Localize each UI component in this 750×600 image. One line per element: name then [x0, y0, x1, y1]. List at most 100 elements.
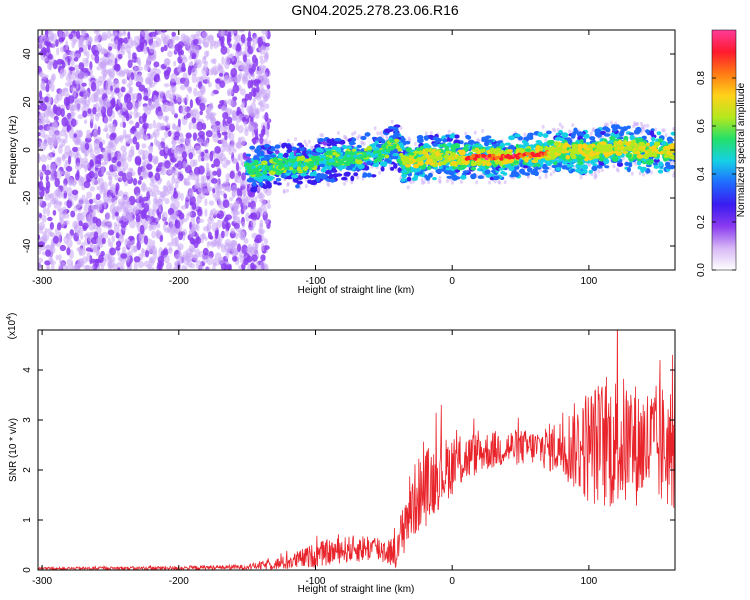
spectrogram-signal-cell [526, 167, 533, 173]
spectrogram-noise-dot [174, 219, 181, 229]
spectrogram-noise-dot [257, 101, 264, 106]
spectrogram-noise-dot [200, 175, 204, 185]
spectrogram-signal-cell [327, 165, 333, 171]
spectrogram-noise-dot [206, 76, 211, 84]
spectrogram-noise-dot [260, 254, 266, 262]
spectrogram-noise-dot [44, 193, 51, 201]
spectrogram-noise-dot [145, 250, 150, 258]
spectrogram-noise-dot [223, 157, 228, 163]
spectrogram-noise-dot [133, 261, 138, 270]
spectrogram-noise-dot [38, 104, 42, 110]
spectrogram-signal-cell [246, 178, 253, 183]
spectrogram-signal-cell [332, 173, 339, 178]
spectrogram-noise-dot [116, 204, 123, 211]
spectrogram-noise-dot [59, 69, 64, 80]
spectrogram-signal-cell [311, 172, 316, 176]
spectrogram-noise-dot [115, 232, 120, 239]
spectrogram-signal-cell [423, 135, 429, 141]
spectrogram-noise-dot [203, 154, 210, 161]
spectrogram-noise-dot [86, 35, 93, 46]
spectrogram-noise-dot [52, 235, 59, 244]
spectrogram-noise-dot [102, 153, 109, 162]
spectrogram-signal-cell [509, 174, 515, 178]
spectrogram-noise-dot [100, 184, 106, 193]
spectrogram-noise-dot [204, 267, 210, 270]
spectrogram-noise-dot [72, 72, 77, 82]
spectrogram-noise-dot [204, 182, 211, 187]
spectrogram-noise-dot [49, 175, 56, 181]
spectrogram-noise-dot [136, 45, 143, 53]
spectrogram-noise-dot [212, 133, 219, 143]
spectrogram-signal-cell [375, 143, 382, 148]
spectrogram-noise-dot [94, 30, 101, 33]
spectrogram-noise-dot [201, 232, 206, 240]
spectrogram-noise-dot [200, 151, 205, 158]
spectrogram-faint-dot [589, 131, 593, 136]
spectrogram-noise-dot [121, 102, 128, 112]
spectrogram-noise-dot [170, 72, 178, 83]
spectrogram-noise-dot [188, 152, 194, 160]
spectrogram-noise-dot [111, 214, 116, 220]
spectrogram-noise-dot [85, 232, 93, 237]
spectrogram-signal-cell [345, 166, 353, 171]
spectrogram-noise-dot [149, 81, 156, 88]
spectrogram-noise-dot [183, 218, 188, 223]
spectrogram-noise-dot [177, 243, 184, 251]
spectrogram-noise-dot [50, 83, 55, 92]
spectrogram-signal-cell [314, 152, 321, 156]
spectrogram-noise-dot [46, 125, 51, 131]
spectrogram-noise-dot [237, 243, 241, 252]
spectrogram-noise-dot [225, 214, 233, 221]
spectrogram-noise-dot [128, 217, 134, 222]
spectrogram-noise-dot [174, 131, 181, 138]
spectrogram-noise-dot [245, 212, 250, 223]
spectrogram-noise-dot [140, 209, 147, 220]
spectrogram-noise-dot [199, 102, 206, 112]
spectrogram-noise-dot [218, 72, 224, 77]
spectrogram-noise-dot [42, 141, 47, 150]
spectrogram-noise-dot [78, 220, 83, 227]
spectrogram-faint-dot [553, 128, 557, 133]
spectrogram-signal-cell [591, 165, 598, 172]
spectrogram-noise-dot [259, 55, 264, 61]
spectrogram-noise-dot [223, 99, 228, 105]
spectrogram-noise-dot [142, 116, 147, 124]
spectrogram-noise-dot [73, 57, 79, 62]
spectrogram-noise-dot [83, 51, 88, 56]
spectrogram-noise-dot [206, 113, 210, 121]
spectrogram-noise-dot [44, 227, 48, 234]
spectrogram-noise-dot [41, 214, 47, 223]
spectrogram-signal-cell [548, 139, 555, 143]
spectrogram-noise-dot [175, 146, 180, 152]
spectrogram-noise-dot [38, 119, 44, 124]
spectrogram-noise-dot [43, 55, 48, 63]
spectrogram-faint-dot [538, 175, 542, 180]
spectrogram-faint-dot [609, 120, 613, 125]
spectrogram-noise-dot [46, 207, 50, 217]
spectrogram-noise-dot [131, 245, 138, 253]
spectrogram-faint-dot [286, 183, 290, 187]
spectrogram-noise-dot [111, 90, 115, 96]
spectrogram-signal-cell [254, 148, 261, 154]
spectrogram-noise-dot [173, 199, 180, 210]
spectrogram-noise-dot [232, 43, 237, 50]
spectrogram-signal-cell [561, 165, 568, 170]
spectrogram-faint-dot [409, 180, 413, 185]
spectrogram-signal-cell [300, 172, 307, 177]
spectrogram-faint-dot [488, 180, 492, 185]
spectrogram-faint-dot [646, 123, 650, 128]
spectrogram-noise-dot [206, 222, 212, 232]
spectrogram-noise-dot [164, 197, 170, 205]
spectrogram-signal-cell [640, 166, 647, 172]
spectrogram-noise-dot [251, 130, 255, 138]
spectrogram-noise-dot [259, 261, 267, 270]
spectrogram-signal-cell [445, 170, 450, 175]
spectrogram-noise-dot [178, 231, 183, 241]
spectrogram-noise-dot [149, 189, 154, 197]
spectrogram-noise-dot [65, 265, 72, 270]
spectrogram-noise-dot [132, 136, 137, 145]
spectrogram-noise-dot [165, 123, 171, 128]
spectrogram-noise-dot [169, 152, 175, 163]
spectrogram-noise-dot [176, 94, 183, 103]
